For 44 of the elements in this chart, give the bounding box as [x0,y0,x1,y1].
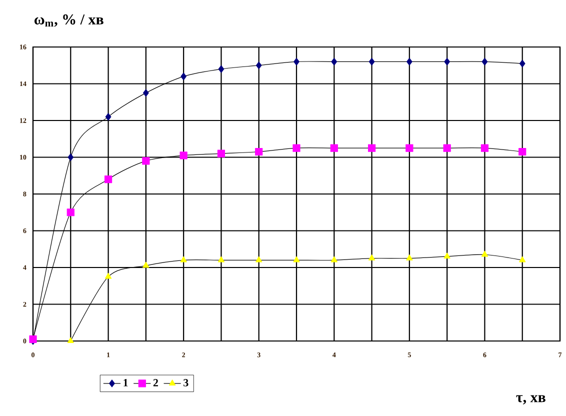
point [330,144,338,152]
point [330,256,338,262]
point [482,58,488,66]
point [519,256,526,262]
point [104,272,112,279]
point [480,144,489,152]
point [256,256,262,262]
point [104,176,112,184]
y-axis-title: ω$_{m}$, % / хв [34,14,104,27]
point [518,148,526,156]
legend-label: 1 [124,379,128,386]
point [444,252,450,259]
point [105,113,112,121]
point [406,144,414,152]
point [68,153,74,162]
point [443,144,451,152]
point [217,150,226,158]
point [519,60,526,68]
point [292,144,300,152]
point [368,144,376,152]
legend-label: 2 [153,379,158,386]
point [294,58,300,66]
point [143,89,149,97]
point [67,337,74,344]
point [180,152,188,160]
point [368,254,376,260]
point [406,58,412,66]
point [66,208,74,216]
point [180,72,186,80]
legend-label: 3 [184,379,188,386]
point [293,256,300,262]
point [481,250,488,257]
point [256,62,262,70]
point [406,254,413,260]
point [142,157,150,165]
point [218,65,224,73]
point [444,58,450,66]
point [180,256,187,262]
x-axis-title: τ, хв [516,395,546,404]
point [218,256,225,262]
point [255,148,263,156]
point [142,262,150,268]
point [331,58,338,66]
point [368,58,375,66]
